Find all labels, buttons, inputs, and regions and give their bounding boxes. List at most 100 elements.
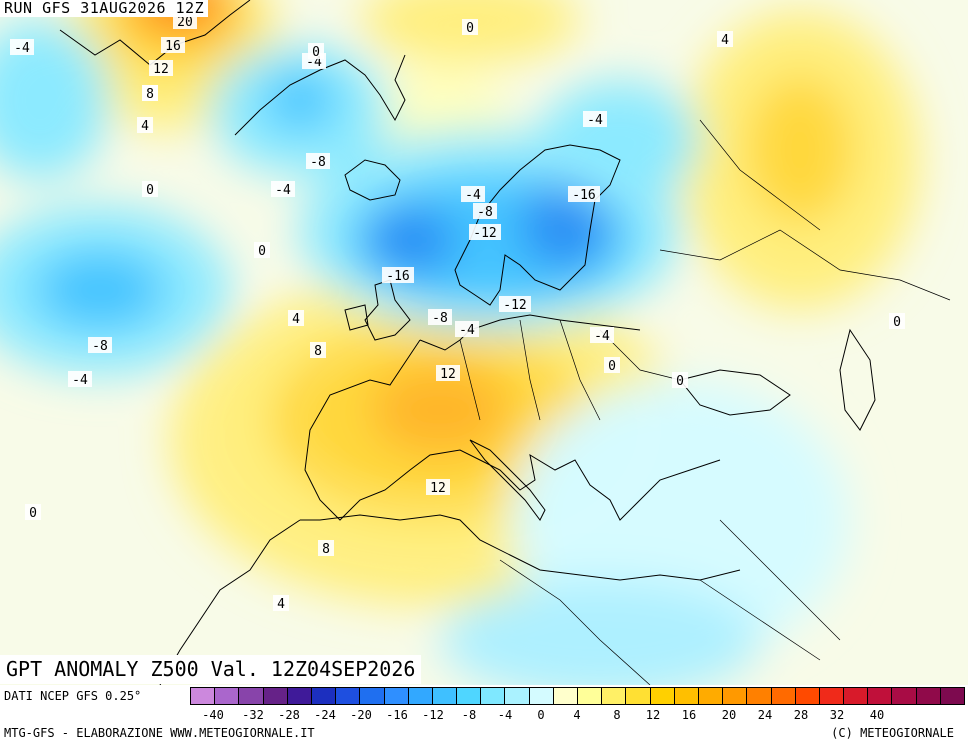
run-label: RUN GFS 31AUG2026 12Z [0, 0, 209, 17]
legend-tick-label: 32 [829, 708, 845, 722]
legend-swatch [868, 688, 893, 704]
legend-tick-label: -4 [497, 708, 513, 722]
legend-swatch [892, 688, 917, 704]
svg-text:0: 0 [258, 244, 266, 259]
svg-text:-12: -12 [473, 226, 496, 241]
svg-text:-8: -8 [477, 205, 493, 220]
svg-text:12: 12 [430, 481, 446, 496]
coastlines-and-borders [59, 0, 951, 685]
contour-label: -8 [473, 203, 497, 220]
svg-text:20: 20 [177, 15, 193, 30]
legend-swatch [578, 688, 603, 704]
legend-swatch [360, 688, 385, 704]
svg-text:-16: -16 [386, 269, 409, 284]
credits-left: MTG-GFS - ELABORAZIONE WWW.METEOGIORNALE… [4, 726, 315, 740]
svg-text:-12: -12 [503, 298, 526, 313]
contour-label: 0 [604, 357, 620, 374]
legend-swatch [723, 688, 748, 704]
british-isles-coast [344, 279, 411, 341]
europe-west-coast [304, 314, 721, 521]
svg-text:16: 16 [165, 39, 181, 54]
contour-label: -4 [590, 327, 614, 344]
contour-label: -8 [306, 153, 330, 170]
legend-swatch [287, 688, 312, 704]
contour-label: -16 [382, 267, 414, 284]
anomaly-fields [0, 0, 920, 685]
svg-text:12: 12 [440, 367, 456, 382]
negative-anomaly-west-atlantic [0, 20, 110, 180]
svg-text:0: 0 [893, 315, 901, 330]
legend-swatch [481, 688, 506, 704]
data-source: DATI NCEP GFS 0.25° [4, 689, 142, 703]
borders [459, 119, 951, 685]
legend-swatch [916, 688, 941, 704]
legend-swatch [940, 688, 964, 704]
legend-swatch [529, 688, 554, 704]
legend-tick-label: -32 [242, 708, 264, 722]
contour-label: 0 [889, 313, 905, 330]
svg-text:-4: -4 [587, 113, 603, 128]
legend-tick-label: -20 [350, 708, 372, 722]
iceland-coast [344, 159, 401, 201]
legend-tick-label: 16 [681, 708, 697, 722]
legend-swatch [191, 688, 216, 704]
credits-right: (C) METEOGIORNALE [831, 726, 954, 740]
legend-tick-label: 28 [793, 708, 809, 722]
legend-swatch [408, 688, 433, 704]
contour-ring [324, 149, 656, 321]
contour-label: 12 [436, 365, 460, 382]
negative-anomaly-greenland-sea-core [265, 70, 335, 130]
legend-swatch [215, 688, 240, 704]
north-africa-coast [300, 514, 741, 581]
legend-tick-label: 40 [869, 708, 885, 722]
legend-swatch [311, 688, 337, 704]
contour-label: 0 [462, 19, 478, 36]
caspian-coast [839, 328, 876, 431]
contour-label: -4 [271, 181, 295, 198]
legend-tick-label: 12 [645, 708, 661, 722]
contour-label: -4 [461, 186, 485, 203]
svg-text:0: 0 [312, 45, 320, 60]
positive-anomaly-russia-core [745, 75, 855, 225]
svg-text:-4: -4 [72, 373, 88, 388]
negative-anomaly-scandinavia-peak-west [365, 205, 455, 275]
contour-label: 8 [310, 342, 326, 359]
legend-swatch [384, 688, 409, 704]
contour-ring [209, 299, 651, 561]
svg-text:-4: -4 [465, 188, 481, 203]
contour-label: -4 [455, 321, 479, 338]
svg-text:8: 8 [146, 87, 154, 102]
legend-tick-label: -40 [202, 708, 224, 722]
legend-tick-label: 8 [613, 708, 621, 722]
contour-label: -8 [88, 337, 112, 354]
svg-text:0: 0 [608, 359, 616, 374]
contour-label: -8 [428, 309, 452, 326]
legend-tick-label: 20 [721, 708, 737, 722]
legend-tick-label: -12 [422, 708, 444, 722]
negative-anomaly-africa [440, 580, 760, 685]
legend-tick-label: -28 [278, 708, 300, 722]
svg-text:4: 4 [277, 597, 285, 612]
svg-text:-4: -4 [14, 41, 30, 56]
positive-anomaly-peak [370, 365, 510, 455]
svg-text:8: 8 [322, 542, 330, 557]
legend-swatch [844, 688, 869, 704]
legend-swatch [698, 688, 724, 704]
legend-swatch [263, 688, 288, 704]
contour-label: 0 [142, 181, 158, 198]
contour-label: -12 [469, 224, 501, 241]
legend-tick-label: -16 [386, 708, 408, 722]
contour-labels: -4201612840-4-8-404-4-4-8-12-16-16-12-8-… [10, 13, 905, 612]
legend-tick-label: 0 [537, 708, 545, 722]
svg-text:-4: -4 [594, 329, 610, 344]
legend-swatch [602, 688, 627, 704]
svg-text:8: 8 [314, 344, 322, 359]
contour-label: 12 [149, 60, 173, 77]
contour-label: -16 [568, 186, 600, 203]
svg-text:0: 0 [29, 506, 37, 521]
contour-label: 4 [288, 310, 304, 327]
legend-tick-label: 4 [573, 708, 581, 722]
negative-anomaly-atlantic-core [35, 250, 165, 330]
contour-label: 4 [273, 595, 289, 612]
greenland-coast [59, 0, 406, 136]
